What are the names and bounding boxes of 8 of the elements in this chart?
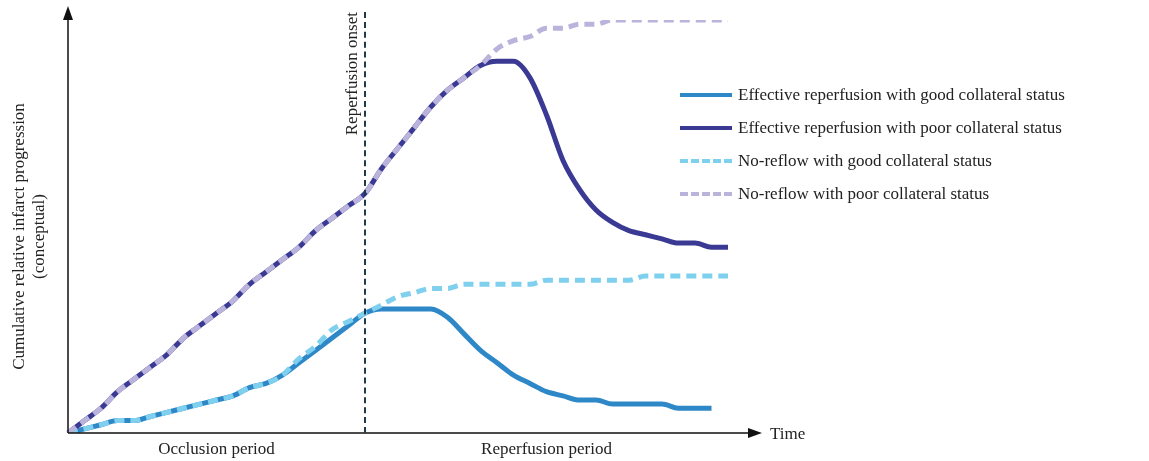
legend-label: No-reflow with good collateral status (738, 150, 992, 171)
legend-label: Effective reperfusion with good collateral status (738, 84, 1065, 105)
legend-label: No-reflow with poor collateral status (738, 183, 990, 204)
y-axis-title: Cumulative relative infarct progression (conceptual) (9, 102, 49, 370)
text: Reperfusion period (481, 439, 613, 459)
x-axis-title: Time (770, 424, 806, 444)
text: Occlusion period (158, 439, 276, 459)
legend-label: Effective reperfusion with poor collateral status (738, 117, 1062, 138)
